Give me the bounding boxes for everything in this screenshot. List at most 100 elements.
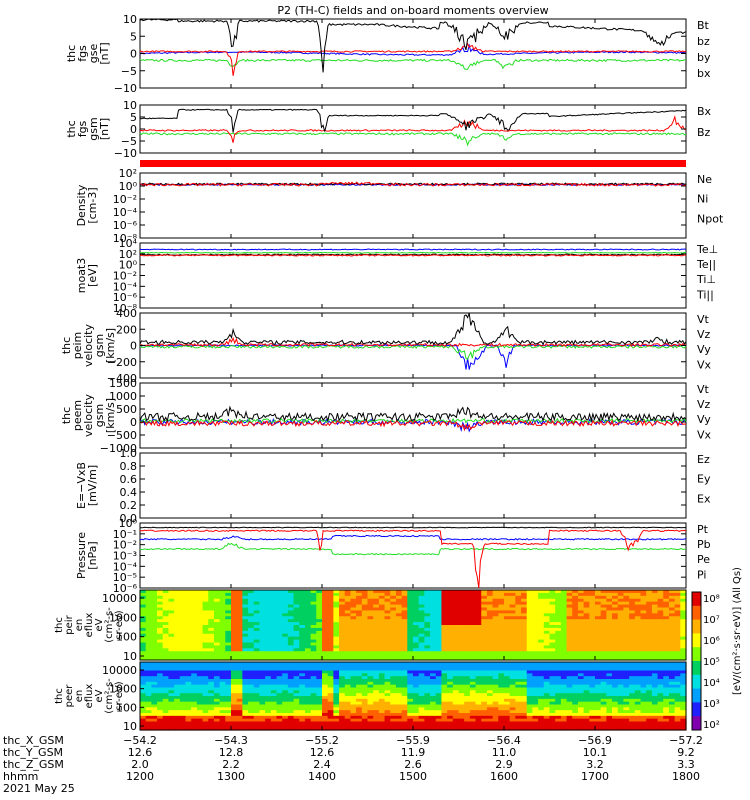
p10-cell <box>174 681 181 686</box>
p9-cell <box>356 592 363 597</box>
p10-cell <box>333 715 340 720</box>
p9-cell <box>304 592 312 597</box>
p9-cell <box>242 601 249 606</box>
p10-cell <box>213 713 221 717</box>
p9-cell <box>629 630 636 635</box>
p9-cell <box>640 627 647 632</box>
p9-cell <box>356 613 363 617</box>
p9-cell <box>492 648 499 652</box>
p10-cell <box>475 718 482 723</box>
p9-cell <box>464 610 471 614</box>
p9-cell <box>413 639 420 644</box>
p9-cell <box>248 627 255 632</box>
p10-cell <box>600 662 607 666</box>
p10-cell <box>196 713 204 717</box>
p10-cell <box>498 704 505 708</box>
p10-cell <box>566 667 573 672</box>
p10-cell <box>617 673 625 677</box>
p10-cell <box>304 727 312 731</box>
p10-cell <box>606 667 613 672</box>
p10-cell <box>521 673 528 677</box>
p9-cell <box>140 619 147 623</box>
p9-cell <box>572 592 579 597</box>
p9-cell <box>145 633 152 638</box>
p9-cell <box>168 622 175 626</box>
p10-cell <box>634 704 642 708</box>
p10-cell <box>486 690 494 694</box>
p9-cell <box>350 642 357 647</box>
p10-cell <box>595 684 602 689</box>
p9-cell <box>327 625 334 629</box>
p10-cell <box>680 713 687 717</box>
p9-cell <box>418 636 425 641</box>
p10-cell <box>151 662 158 666</box>
p10-cell <box>612 721 619 725</box>
p10-cell <box>162 693 170 697</box>
p9-cell <box>322 590 329 594</box>
p9-cell <box>651 622 659 626</box>
p10-cell <box>617 718 625 723</box>
p9-cell <box>447 633 454 638</box>
p10-cell <box>401 662 408 666</box>
p9-cell <box>634 607 642 612</box>
p10-cell <box>213 727 221 731</box>
p9-cell <box>623 654 630 658</box>
p10-cell <box>424 681 431 686</box>
p10-cell <box>657 721 664 725</box>
p9-cell <box>566 654 573 658</box>
p10-cell <box>356 687 363 691</box>
p9-cell <box>145 625 152 629</box>
p9-cell <box>333 630 340 635</box>
p9-cell <box>384 625 391 629</box>
p9-cell <box>361 657 369 661</box>
p9-cell <box>572 613 579 617</box>
p9-cell <box>504 622 511 626</box>
p4-ytick-label: 10⁻⁶ <box>113 291 138 304</box>
p10-cell <box>674 681 681 686</box>
p9-cell <box>191 619 198 623</box>
p9-cell <box>566 639 573 644</box>
p9-cell <box>515 610 522 614</box>
p9-cell <box>430 648 437 652</box>
p10-cell <box>413 715 420 720</box>
p10-cell <box>458 715 465 720</box>
p10-cell <box>407 662 414 666</box>
p10-cell <box>367 704 374 708</box>
p10-cell <box>356 664 363 669</box>
p5-legend-vz: Vz <box>697 328 711 341</box>
p10-cell <box>339 676 346 680</box>
p9-cell <box>140 657 147 661</box>
p10-cell <box>498 721 505 725</box>
p10-cell <box>151 676 158 680</box>
p9-cell <box>583 619 590 623</box>
p10-cell <box>577 707 585 711</box>
p10-cell <box>583 727 590 731</box>
p10-cell <box>407 696 414 700</box>
p9-cell <box>521 630 528 635</box>
p9-cell <box>174 627 181 632</box>
p8-legend-pt: Pt <box>697 523 709 536</box>
p9-cell <box>452 610 460 614</box>
p10-cell <box>293 684 300 689</box>
p10-cell <box>543 696 551 700</box>
p9-cell <box>509 590 516 594</box>
p10-cell <box>333 693 340 697</box>
p9-cell <box>196 622 204 626</box>
p10-cell <box>486 687 494 691</box>
p10-cell <box>293 696 300 700</box>
p10-cell <box>504 690 511 694</box>
p10-cell <box>344 721 352 725</box>
p9-cell <box>395 651 403 655</box>
p10-cell <box>543 715 551 720</box>
p10-cell <box>196 715 204 720</box>
p9-cell <box>452 645 460 649</box>
p10-cell <box>435 664 443 669</box>
p9-cell <box>452 651 460 655</box>
p10-cell <box>441 707 448 711</box>
p9-cell <box>202 627 209 632</box>
p10-cell <box>674 664 681 669</box>
p10-cell <box>475 690 482 694</box>
p10-cell <box>213 662 221 666</box>
p10-cell <box>668 679 676 683</box>
p10-cell <box>555 687 562 691</box>
